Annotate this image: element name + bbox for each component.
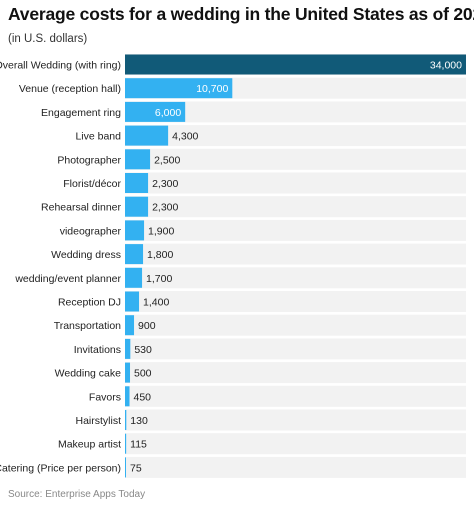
value-label: 115 (130, 439, 147, 451)
value-label: 4,300 (172, 131, 198, 143)
row-band (125, 196, 466, 218)
row-band (125, 172, 466, 194)
category-label: Overall Wedding (with ring) (0, 60, 121, 72)
bar (125, 362, 131, 383)
value-label: 2,500 (154, 154, 180, 166)
category-label: Invitations (74, 344, 121, 356)
category-label: Live band (75, 131, 121, 143)
bar (125, 291, 140, 312)
row-band (125, 219, 466, 241)
bar (125, 244, 144, 265)
bar (125, 220, 145, 241)
chart-subtitle: (in U.S. dollars) (8, 33, 88, 45)
category-label: Makeup artist (58, 439, 121, 451)
value-label: 900 (138, 320, 156, 332)
category-label: Photographer (57, 154, 121, 166)
row-band (125, 291, 466, 312)
bar (125, 125, 169, 146)
row-band (125, 362, 466, 384)
value-label: 1,700 (146, 273, 172, 285)
bar (125, 101, 186, 122)
category-label: Hairstylist (75, 415, 121, 427)
category-label: Transportation (54, 320, 121, 332)
bar (125, 433, 127, 454)
value-label: 1,900 (148, 225, 174, 237)
row-band (125, 148, 466, 170)
category-label: videographer (60, 225, 122, 237)
row-band (125, 314, 466, 336)
value-label: 2,300 (152, 202, 178, 214)
bar (125, 410, 127, 430)
category-label: Florist/décor (63, 178, 121, 190)
bar (125, 457, 126, 478)
bar (125, 54, 466, 75)
value-label: 6,000 (155, 107, 181, 119)
value-label: 500 (134, 368, 152, 380)
row-band (125, 243, 466, 265)
category-label: Reception DJ (58, 297, 121, 309)
row-band (125, 338, 466, 360)
row-band (125, 125, 466, 147)
category-label: Catering (Price per person) (0, 462, 121, 474)
row-band (125, 385, 466, 407)
category-label: Favors (89, 391, 121, 403)
value-label: 34,000 (430, 60, 462, 72)
category-label: Engagement ring (41, 107, 121, 119)
row-band (125, 433, 466, 455)
bar (125, 386, 130, 407)
bar (125, 78, 233, 99)
category-label: Wedding cake (55, 368, 122, 380)
value-label: 1,800 (147, 249, 173, 261)
row-band (125, 409, 466, 431)
row-band (125, 456, 466, 478)
row-band (125, 101, 466, 123)
value-label: 1,400 (143, 297, 169, 309)
value-label: 530 (134, 344, 152, 356)
value-label: 75 (130, 462, 142, 474)
category-label: wedding/event planner (14, 273, 121, 285)
category-label: Rehearsal dinner (41, 202, 121, 214)
bar (125, 315, 135, 336)
bar (125, 149, 151, 170)
row-band (125, 267, 466, 289)
value-label: 130 (130, 415, 148, 427)
value-label: 2,300 (152, 178, 178, 190)
value-label: 10,700 (196, 83, 228, 95)
chart-title: Average costs for a wedding in the Unite… (8, 4, 474, 24)
bar (125, 173, 149, 193)
bar (125, 196, 149, 217)
source-note: Source: Enterprise Apps Today (8, 489, 146, 500)
category-label: Wedding dress (51, 249, 121, 261)
bar (125, 338, 131, 359)
value-label: 450 (134, 391, 152, 403)
category-label: Venue (reception hall) (19, 83, 121, 95)
bar (125, 267, 143, 288)
